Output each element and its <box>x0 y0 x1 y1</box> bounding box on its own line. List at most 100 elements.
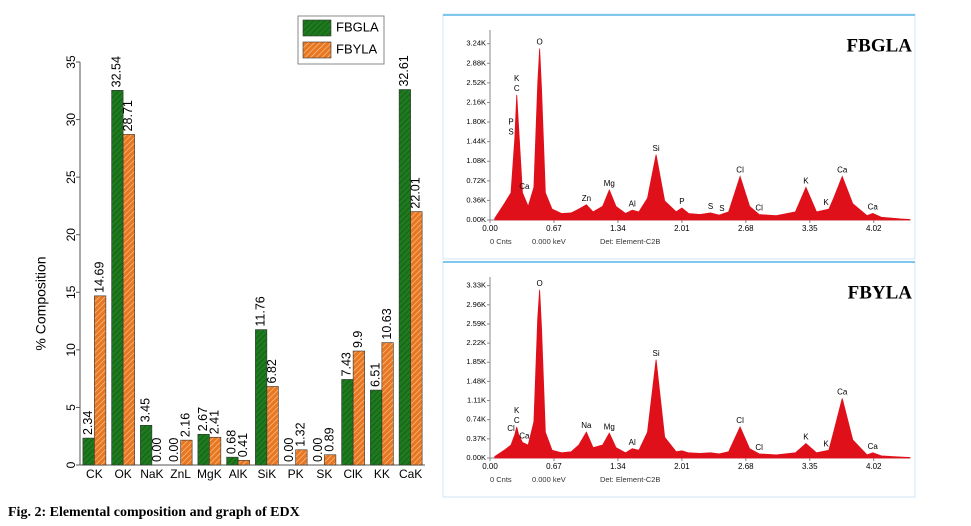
bar <box>209 436 222 466</box>
peak-label: K <box>514 406 520 415</box>
x-tick-label: 2.68 <box>738 462 754 471</box>
x-tick-label: CaK <box>399 467 422 481</box>
footer-text: 0.000 keV <box>532 475 566 484</box>
peak-label: Ca <box>837 388 848 397</box>
x-tick-label: 1.34 <box>610 462 626 471</box>
value-label: 7.43 <box>340 352 354 376</box>
y-tick-label: 0.00K <box>466 453 486 462</box>
footer-text: 0.000 keV <box>532 237 566 246</box>
x-tick-label: SiK <box>258 467 277 481</box>
x-tick-label: ZnL <box>170 467 191 481</box>
peak-label: Ca <box>868 203 879 212</box>
y-tick-label: 1.08K <box>466 156 486 165</box>
peak-label: K <box>803 433 809 442</box>
x-tick-label: SK <box>316 467 332 481</box>
y-tick-label: 15 <box>64 285 78 299</box>
x-tick-label: ClK <box>343 467 362 481</box>
y-tick-label: 3.24K <box>466 39 486 48</box>
bar <box>352 350 365 466</box>
bar <box>370 389 383 466</box>
y-tick-label: 0.72K <box>466 176 486 185</box>
y-tick-label: 1.44K <box>466 137 486 146</box>
x-tick-label: 1.34 <box>610 224 626 233</box>
peak-label: Cl <box>507 424 515 433</box>
y-tick-label: 2.16K <box>466 97 486 106</box>
bar <box>226 456 239 466</box>
value-label: 2.67 <box>196 407 210 431</box>
y-tick-label: 3.33K <box>466 281 486 290</box>
value-label: 0.00 <box>311 438 325 462</box>
y-tick-label: 5 <box>64 404 78 411</box>
bar <box>255 329 268 466</box>
value-label: 10.63 <box>380 308 394 339</box>
x-tick-label: OK <box>114 467 131 481</box>
value-label: 6.51 <box>368 363 382 387</box>
value-label: 2.16 <box>179 413 193 437</box>
y-tick-label: 1.80K <box>466 117 486 126</box>
peak-label: Cl <box>755 204 763 213</box>
y-tick-label: 2.96K <box>466 300 486 309</box>
y-tick-label: 2.88K <box>466 58 486 67</box>
x-tick-label: 3.35 <box>802 462 818 471</box>
spectrum-title: FBYLA <box>848 282 913 303</box>
peak-label: P <box>679 197 684 206</box>
peak-label: Zn <box>582 194 591 203</box>
value-label: 0.00 <box>282 438 296 462</box>
x-tick-label: 2.01 <box>674 224 690 233</box>
bar <box>237 459 250 466</box>
peak-label: O <box>537 38 543 47</box>
panel-frame <box>442 13 916 260</box>
value-label: 2.34 <box>81 411 95 435</box>
x-tick-label: 0.67 <box>546 462 562 471</box>
legend-swatch <box>302 41 332 59</box>
peak-label: Ca <box>837 166 848 175</box>
footer-text: 0 Cnts <box>490 237 512 246</box>
bar <box>398 89 411 466</box>
y-tick-label: 0.00K <box>466 215 486 224</box>
peak-label: Ca <box>519 432 530 441</box>
legend-swatch <box>302 19 332 37</box>
peak-label: K <box>803 176 809 185</box>
peak-label: Cl <box>736 166 744 175</box>
legend-label: FBYLA <box>336 41 378 56</box>
y-tick-label: 0 <box>64 461 78 468</box>
y-tick-label: 2.22K <box>466 338 486 347</box>
x-tick-label: KK <box>374 467 390 481</box>
bar <box>266 386 279 466</box>
peak-label: K <box>514 74 520 83</box>
y-tick-label: 0.36K <box>466 195 486 204</box>
peak-label: Al <box>629 199 636 208</box>
value-label: 28.71 <box>121 100 135 131</box>
spectrum-title: FBGLA <box>847 35 913 56</box>
spectrum-area <box>494 289 911 459</box>
bar <box>94 295 107 466</box>
peak-label: K <box>823 439 829 448</box>
value-label: 6.82 <box>265 359 279 383</box>
value-label: 0.89 <box>322 427 336 451</box>
y-tick-label: 2.52K <box>466 78 486 87</box>
value-label: 2.41 <box>207 410 221 434</box>
value-label: 0.68 <box>225 430 239 454</box>
y-tick-label: 0.37K <box>466 434 486 443</box>
x-tick-label: 4.02 <box>866 224 882 233</box>
y-tick-label: 10 <box>64 343 78 357</box>
value-label: 32.61 <box>397 55 411 86</box>
x-tick-label: 0.00 <box>482 224 498 233</box>
value-label: 14.69 <box>92 262 106 293</box>
footer-text: Det: Element-C2B <box>600 475 660 484</box>
y-tick-label: 1.48K <box>466 376 486 385</box>
value-label: 3.45 <box>138 398 152 422</box>
peak-label: Cl <box>736 416 744 425</box>
peak-label: Mg <box>604 422 615 431</box>
x-tick-label: 0.00 <box>482 462 498 471</box>
peak-label: Si <box>653 144 660 153</box>
y-tick-label: 1.11K <box>467 396 486 405</box>
y-tick-label: 1.85K <box>466 357 486 366</box>
x-tick-label: NaK <box>140 467 163 481</box>
footer-text: 0 Cnts <box>490 475 512 484</box>
value-label: 32.54 <box>110 56 124 87</box>
peak-label: Na <box>581 421 592 430</box>
x-tick-label: 4.02 <box>866 462 882 471</box>
